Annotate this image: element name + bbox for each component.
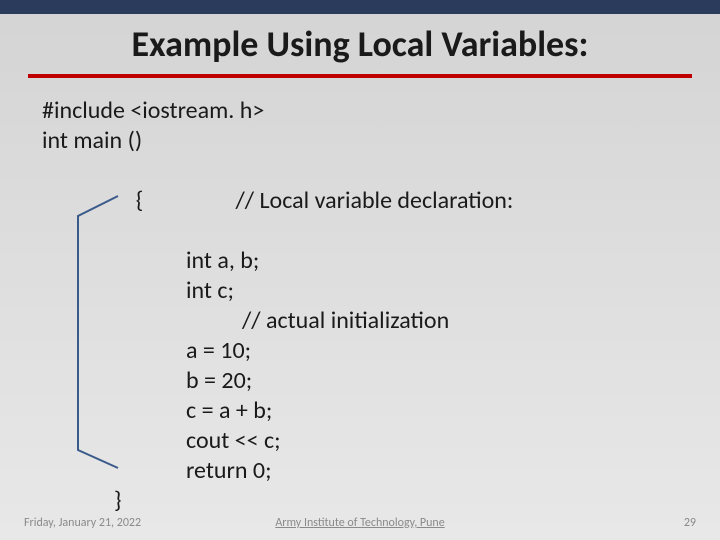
code-line: int main () [42,126,678,156]
code-line: a = 10; [42,336,678,366]
slide-title: Example Using Local Variables: [0,22,720,74]
code-content: #include <iostream. h> int main () { // … [42,96,678,516]
title-underline [28,74,692,78]
code-line: cout << c; [42,426,678,456]
footer-institution: Army Institute of Technology, Pune [275,516,444,530]
top-bar [0,0,720,14]
code-comment: // Local variable declaration: [236,186,514,215]
close-brace: } [42,486,678,516]
footer: Friday, January 21, 2022 Army Institute … [0,516,720,530]
code-line: c = a + b; [42,396,678,426]
code-line: int a, b; [42,246,678,276]
footer-page-number: 29 [684,516,696,530]
code-line: #include <iostream. h> [42,96,678,126]
code-line: { // Local variable declaration: [42,156,678,246]
code-line: return 0; [42,456,678,486]
code-line: int c; [42,276,678,306]
footer-date: Friday, January 21, 2022 [24,516,141,530]
code-comment: // actual initialization [42,306,678,336]
code-line: b = 20; [42,366,678,396]
